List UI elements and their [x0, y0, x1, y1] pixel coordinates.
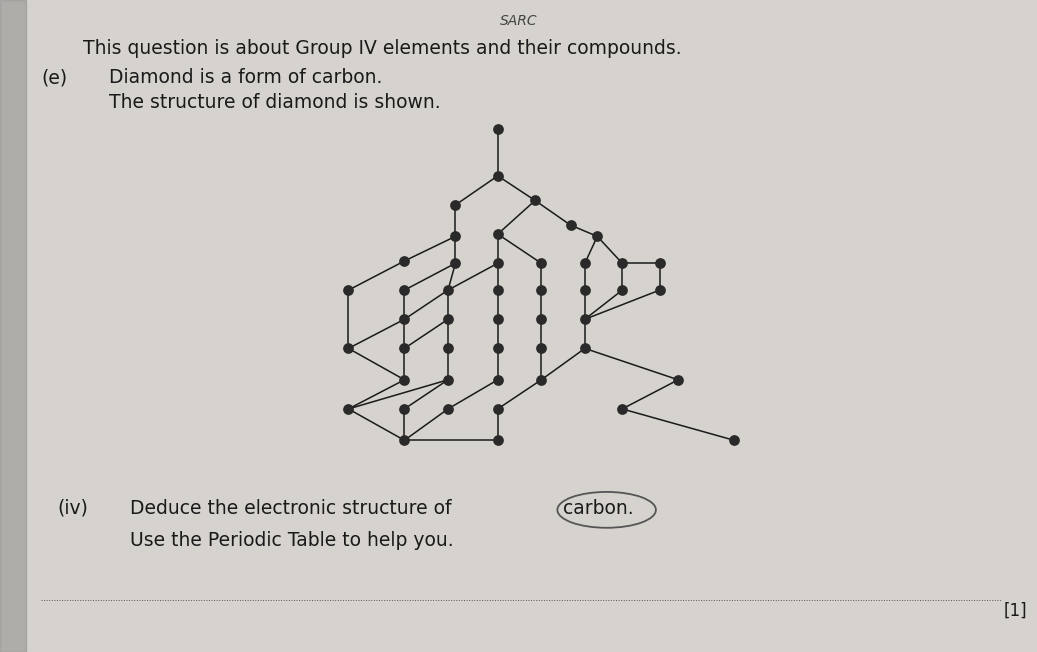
Point — [562, 220, 579, 230]
Point — [726, 435, 742, 445]
Text: (e): (e) — [41, 68, 67, 87]
Point — [533, 374, 550, 385]
Text: (iv): (iv) — [57, 499, 88, 518]
Point — [533, 343, 550, 353]
Point — [489, 258, 506, 269]
Point — [489, 171, 506, 181]
Point — [340, 404, 357, 414]
Point — [340, 285, 357, 295]
Point — [396, 285, 413, 295]
Point — [614, 404, 630, 414]
Point — [489, 404, 506, 414]
Point — [489, 343, 506, 353]
Point — [440, 314, 456, 325]
Point — [396, 314, 413, 325]
Point — [340, 343, 357, 353]
Point — [440, 285, 456, 295]
Text: Deduce the electronic structure of: Deduce the electronic structure of — [130, 499, 451, 518]
Point — [577, 258, 593, 269]
Point — [396, 256, 413, 266]
Text: carbon.: carbon. — [563, 499, 634, 518]
Point — [396, 435, 413, 445]
Text: This question is about Group IV elements and their compounds.: This question is about Group IV elements… — [83, 39, 681, 58]
Point — [396, 404, 413, 414]
Point — [489, 123, 506, 134]
Point — [440, 374, 456, 385]
Point — [396, 343, 413, 353]
Point — [440, 404, 456, 414]
Point — [577, 285, 593, 295]
Point — [533, 314, 550, 325]
Point — [614, 258, 630, 269]
Point — [396, 374, 413, 385]
Point — [577, 343, 593, 353]
Point — [614, 285, 630, 295]
Point — [589, 231, 606, 241]
Text: The structure of diamond is shown.: The structure of diamond is shown. — [109, 93, 441, 111]
Point — [489, 285, 506, 295]
Point — [651, 258, 668, 269]
Point — [651, 285, 668, 295]
Point — [489, 229, 506, 239]
Point — [489, 374, 506, 385]
Point — [527, 195, 543, 205]
Text: Diamond is a form of carbon.: Diamond is a form of carbon. — [109, 68, 383, 87]
Point — [533, 285, 550, 295]
Point — [489, 435, 506, 445]
Point — [447, 200, 464, 210]
Text: Use the Periodic Table to help you.: Use the Periodic Table to help you. — [130, 531, 453, 550]
Text: SARC: SARC — [500, 14, 537, 28]
Text: [1]: [1] — [1004, 602, 1028, 620]
Point — [533, 258, 550, 269]
Point — [440, 343, 456, 353]
Point — [577, 314, 593, 325]
Bar — [0, 0, 26, 652]
Point — [447, 258, 464, 269]
Point — [670, 374, 686, 385]
Point — [447, 231, 464, 241]
Point — [489, 314, 506, 325]
